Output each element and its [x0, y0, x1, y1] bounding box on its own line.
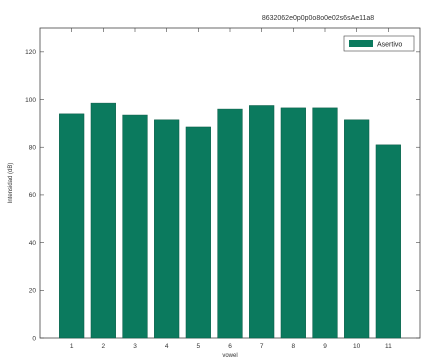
bar-7 [249, 105, 275, 339]
y-tick-label: 80 [29, 145, 37, 152]
x-tick-label: 10 [353, 343, 361, 350]
x-tick-label: 6 [228, 343, 232, 350]
legend-label: Asertivo [377, 42, 402, 49]
legend-box [343, 35, 415, 52]
x-tick-label: 8 [292, 343, 296, 350]
bar-3 [122, 114, 148, 339]
legend-swatch [349, 40, 373, 47]
y-tick-label: 40 [29, 240, 37, 247]
legend: Asertivo [343, 35, 415, 52]
bar-10 [344, 119, 370, 339]
bar-9 [312, 107, 338, 339]
x-tick-label: 2 [102, 343, 106, 350]
chart-title: 8632062e0p0p0o8o0e02s6sAe11a8 [262, 15, 374, 22]
x-tick-label: 5 [197, 343, 201, 350]
x-tick-label: 3 [133, 343, 137, 350]
y-tick-label: 120 [25, 49, 36, 56]
x-tick-label: 9 [323, 343, 327, 350]
bar-8 [280, 107, 306, 339]
y-tick-label: 20 [29, 288, 37, 295]
y-axis-label: Intensidad (dB) [8, 163, 14, 204]
y-tick-label: 0 [32, 335, 36, 342]
bar-series [59, 102, 401, 339]
bar-11 [375, 144, 401, 339]
y-tick-label: 60 [29, 192, 37, 199]
y-tick-label: 100 [25, 97, 36, 104]
y-axis: 0 20 40 60 80 100 120 [25, 49, 420, 342]
x-tick-label: 11 [385, 343, 392, 350]
bar-2 [90, 102, 116, 339]
bar-5 [185, 126, 211, 339]
bar-4 [154, 119, 180, 339]
x-tick-label: 1 [70, 343, 74, 350]
bar-1 [59, 113, 85, 339]
x-tick-label: 4 [165, 343, 169, 350]
x-tick-label: 7 [260, 343, 264, 350]
bar-6 [217, 108, 243, 339]
x-axis-label: vowel [222, 353, 237, 359]
